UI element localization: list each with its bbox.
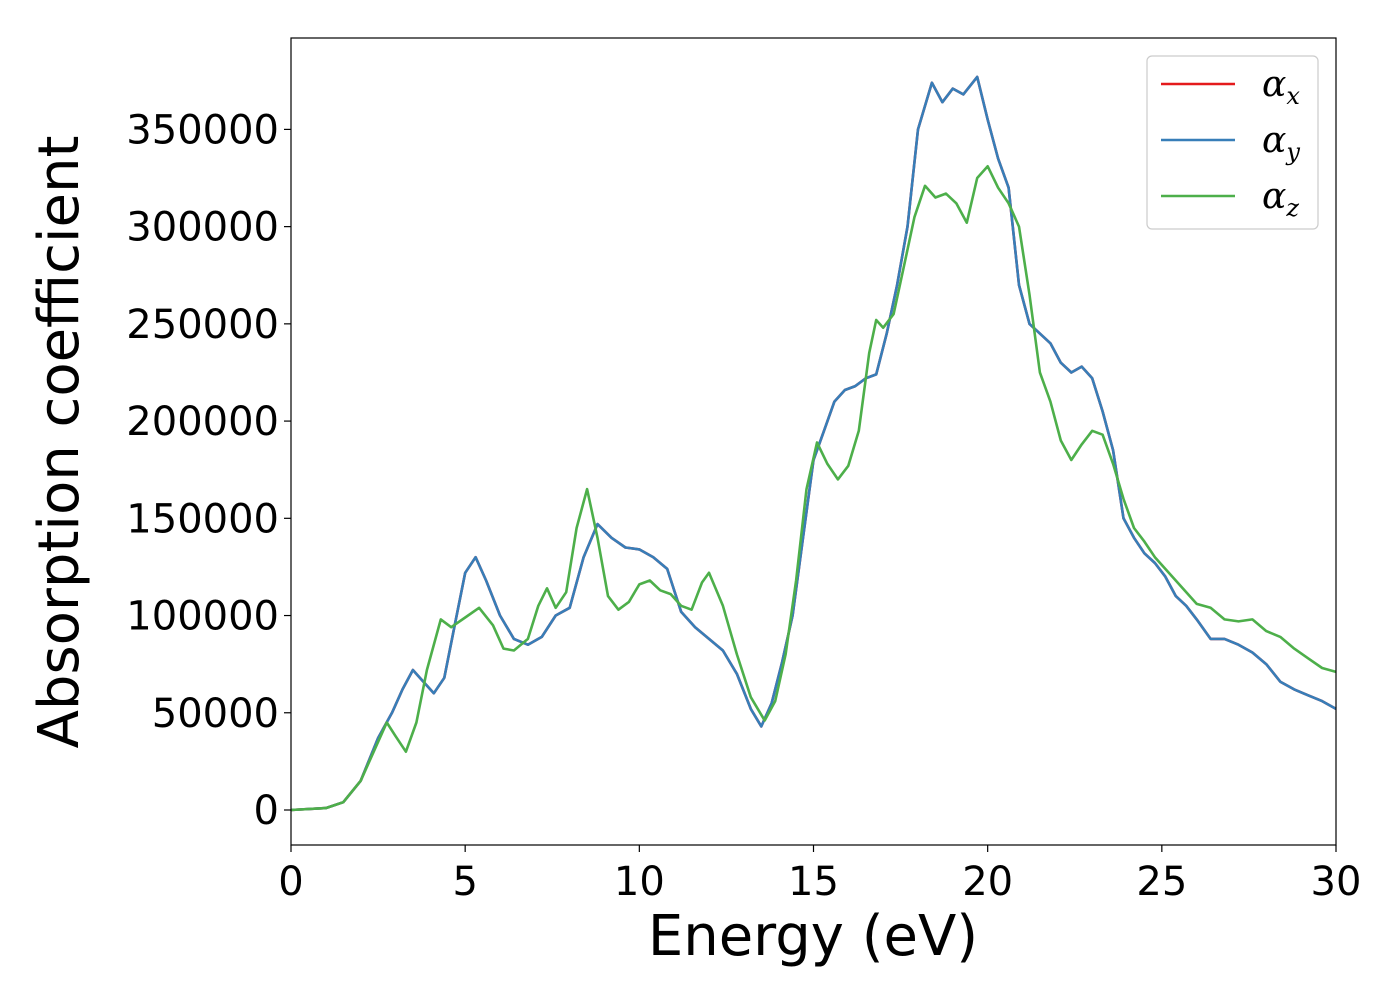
series-line-y — [290, 75, 1337, 812]
y-tick-label: 200000 — [126, 399, 279, 445]
legend-label-z: αz — [1262, 176, 1299, 222]
x-axis: 0 5 10 15 20 25 30 — [278, 845, 1361, 905]
x-axis-title: Energy (eV) — [648, 904, 978, 969]
series-layer — [290, 75, 1337, 812]
x-tick-label: 5 — [452, 859, 477, 905]
x-tick-label: 0 — [278, 859, 303, 905]
y-tick-label: 100000 — [126, 594, 279, 640]
x-tick-label: 15 — [788, 859, 839, 905]
series-line-z — [290, 165, 1337, 812]
y-tick-label: 150000 — [126, 496, 279, 542]
y-axis: 0 50000 100000 150000 200000 250000 300000 3500… — [126, 107, 291, 834]
y-tick-label: 0 — [254, 788, 279, 834]
x-tick-label: 10 — [614, 859, 665, 905]
y-tick-label: 350000 — [126, 107, 279, 153]
legend-box — [1146, 55, 1319, 230]
legend-label-y: αy — [1262, 120, 1300, 166]
y-tick-label: 250000 — [126, 302, 279, 348]
y-tick-label: 300000 — [126, 205, 279, 251]
x-tick-label: 30 — [1311, 859, 1362, 905]
legend: αx αy αz — [1146, 55, 1319, 230]
x-tick-label: 25 — [1136, 859, 1187, 905]
y-axis-title: Absorption coefficient — [27, 136, 92, 749]
x-tick-label: 20 — [962, 859, 1013, 905]
y-tick-label: 50000 — [152, 691, 279, 737]
legend-label-x: αx — [1262, 64, 1300, 110]
